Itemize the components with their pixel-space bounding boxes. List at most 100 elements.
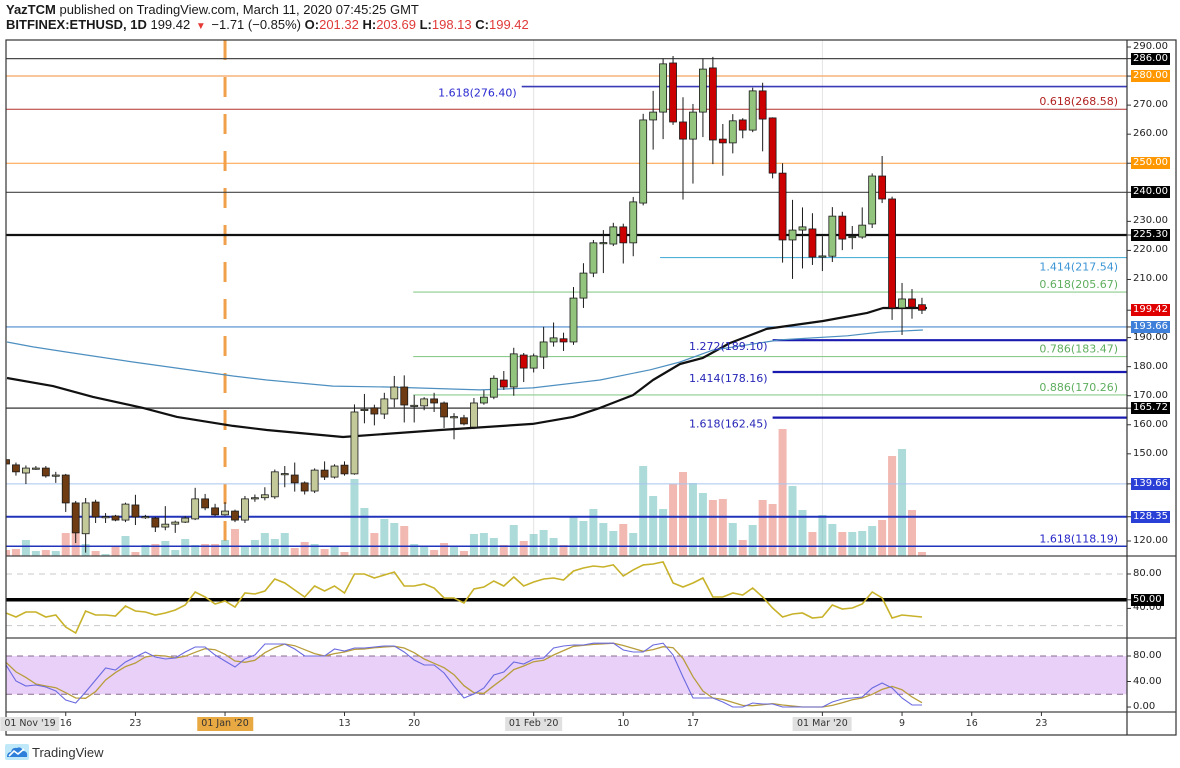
candle[interactable]: [579, 263, 588, 308]
candle[interactable]: [838, 211, 847, 251]
candle[interactable]: [460, 414, 468, 426]
candle[interactable]: [360, 393, 369, 424]
candle[interactable]: [898, 282, 906, 335]
candle[interactable]: [330, 464, 339, 479]
candle[interactable]: [31, 466, 40, 470]
candle[interactable]: [609, 222, 618, 247]
stoch-pane[interactable]: [6, 642, 1127, 708]
author-name[interactable]: YazTCM: [6, 2, 56, 17]
candle[interactable]: [708, 56, 717, 165]
candle[interactable]: [280, 466, 289, 488]
candle[interactable]: [91, 499, 100, 523]
candle[interactable]: [619, 223, 628, 264]
candle[interactable]: [320, 461, 329, 480]
candle[interactable]: [559, 332, 568, 351]
candle[interactable]: [410, 395, 419, 423]
candle[interactable]: [171, 520, 180, 533]
candle[interactable]: [211, 503, 219, 517]
candle[interactable]: [808, 213, 817, 265]
symbol-name[interactable]: BITFINEX:ETHUSD, 1D: [6, 17, 147, 32]
candle[interactable]: [728, 114, 737, 154]
tradingview-brand[interactable]: TradingView: [32, 744, 104, 760]
candle[interactable]: [509, 347, 518, 396]
candle[interactable]: [450, 413, 458, 440]
candle[interactable]: [340, 461, 349, 476]
candle[interactable]: [649, 90, 658, 150]
candle[interactable]: [241, 495, 249, 523]
candle[interactable]: [231, 509, 239, 523]
candle[interactable]: [22, 465, 30, 485]
candle[interactable]: [718, 124, 727, 176]
candle[interactable]: [788, 199, 797, 279]
candle[interactable]: [758, 82, 767, 152]
candle[interactable]: [479, 390, 488, 405]
candle[interactable]: [519, 352, 528, 383]
candle[interactable]: [778, 163, 787, 263]
candle[interactable]: [3, 456, 10, 467]
candle[interactable]: [81, 497, 90, 553]
candle[interactable]: [738, 118, 747, 139]
candle[interactable]: [699, 58, 707, 138]
candle[interactable]: [310, 468, 319, 494]
candle[interactable]: [748, 87, 757, 133]
candle[interactable]: [71, 500, 80, 544]
candle[interactable]: [529, 353, 538, 373]
candle[interactable]: [828, 207, 837, 263]
candle[interactable]: [161, 506, 170, 531]
candle[interactable]: [868, 173, 877, 229]
candle[interactable]: [589, 239, 598, 278]
candle[interactable]: [499, 371, 508, 390]
candle[interactable]: [290, 462, 299, 492]
candle[interactable]: [689, 103, 697, 184]
candle[interactable]: [390, 375, 399, 408]
candle[interactable]: [888, 196, 896, 320]
candle[interactable]: [639, 113, 648, 206]
candle[interactable]: [768, 117, 777, 179]
candle[interactable]: [191, 487, 200, 521]
candle[interactable]: [201, 493, 210, 511]
candle[interactable]: [878, 155, 887, 204]
candle[interactable]: [539, 326, 548, 369]
candle[interactable]: [131, 494, 140, 526]
candle[interactable]: [270, 469, 279, 499]
candle[interactable]: [420, 397, 429, 411]
candle[interactable]: [51, 471, 60, 483]
candle[interactable]: [12, 462, 20, 476]
price-pane[interactable]: 1.618(276.40) 0.618(268.58) 1.414(217.54) 0…: [2, 40, 1127, 556]
candle[interactable]: [400, 375, 409, 423]
candle[interactable]: [549, 322, 558, 347]
candle[interactable]: [858, 207, 867, 239]
candle[interactable]: [470, 398, 478, 430]
candle[interactable]: [918, 297, 926, 314]
candle[interactable]: [489, 375, 498, 400]
candle[interactable]: [818, 236, 827, 272]
candle[interactable]: [430, 392, 439, 412]
tradingview-cloud-icon[interactable]: [5, 744, 29, 760]
candle[interactable]: [569, 287, 578, 345]
candle[interactable]: [121, 502, 130, 523]
candle[interactable]: [848, 226, 857, 250]
candle[interactable]: [350, 404, 359, 475]
rsi-pane[interactable]: [6, 560, 1127, 635]
candle[interactable]: [908, 289, 916, 319]
candle[interactable]: [111, 514, 120, 522]
candle[interactable]: [151, 516, 160, 532]
candle[interactable]: [380, 392, 389, 419]
candle[interactable]: [181, 516, 190, 523]
candle[interactable]: [61, 473, 70, 512]
candle[interactable]: [659, 58, 667, 140]
candle[interactable]: [300, 481, 309, 495]
candle[interactable]: [41, 466, 50, 478]
candle[interactable]: [101, 513, 110, 523]
candle[interactable]: [141, 514, 150, 519]
candle[interactable]: [679, 97, 687, 200]
candle[interactable]: [221, 502, 229, 516]
candle[interactable]: [629, 196, 638, 257]
candle[interactable]: [370, 404, 379, 426]
candle[interactable]: [440, 401, 448, 428]
candle[interactable]: [260, 487, 269, 501]
candle[interactable]: [599, 230, 608, 274]
candle[interactable]: [798, 207, 807, 269]
candle[interactable]: [250, 494, 259, 502]
